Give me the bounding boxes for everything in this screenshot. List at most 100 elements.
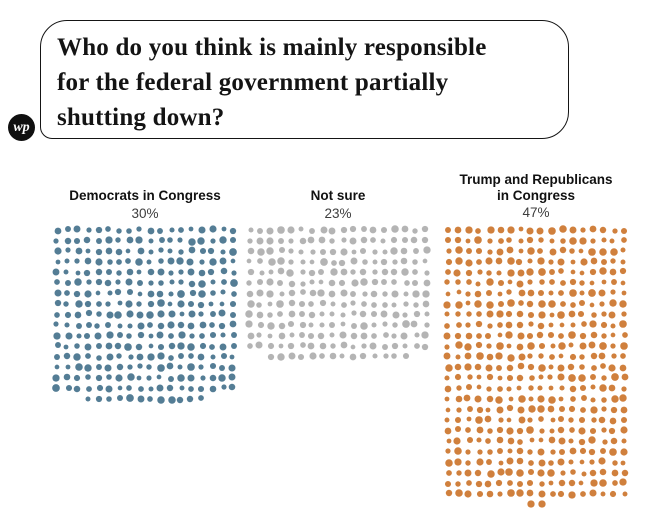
dot bbox=[422, 258, 428, 264]
dot bbox=[219, 236, 227, 245]
dot bbox=[496, 248, 504, 256]
dot bbox=[547, 374, 553, 380]
dot bbox=[320, 226, 328, 234]
dot bbox=[421, 331, 429, 339]
dot bbox=[210, 354, 216, 360]
dot bbox=[580, 227, 586, 233]
dot bbox=[579, 447, 586, 454]
dot bbox=[106, 353, 114, 361]
dot bbox=[466, 406, 473, 412]
dot bbox=[422, 300, 430, 307]
dot bbox=[256, 278, 263, 285]
dot bbox=[590, 352, 597, 360]
dot bbox=[485, 480, 492, 488]
dot bbox=[580, 321, 587, 327]
dot bbox=[95, 279, 103, 286]
dot bbox=[53, 321, 59, 327]
dot bbox=[328, 279, 336, 287]
dot bbox=[298, 310, 305, 317]
dot bbox=[599, 267, 607, 275]
dot bbox=[187, 362, 196, 371]
dot bbox=[117, 385, 122, 391]
dot bbox=[381, 301, 388, 308]
dot bbox=[466, 416, 472, 422]
dot bbox=[568, 310, 576, 318]
dot bbox=[538, 459, 546, 467]
dot bbox=[611, 353, 617, 359]
dot bbox=[137, 386, 144, 392]
dot bbox=[177, 364, 183, 370]
dot bbox=[361, 236, 368, 244]
dot bbox=[601, 396, 608, 403]
dot bbox=[147, 227, 155, 235]
dot bbox=[198, 290, 206, 298]
dot bbox=[445, 407, 451, 412]
dot bbox=[65, 247, 71, 253]
dot bbox=[209, 375, 217, 382]
dot bbox=[476, 385, 482, 390]
dot bbox=[477, 449, 483, 455]
dot bbox=[496, 468, 505, 476]
dot bbox=[464, 352, 472, 360]
dot bbox=[198, 279, 207, 288]
dot bbox=[360, 226, 367, 232]
dot bbox=[147, 322, 154, 329]
dot bbox=[349, 290, 356, 297]
dot bbox=[454, 417, 461, 424]
dot bbox=[391, 237, 398, 244]
dot bbox=[371, 301, 378, 308]
dot bbox=[590, 331, 598, 339]
dot bbox=[506, 489, 515, 498]
dot bbox=[570, 269, 576, 275]
dot bbox=[456, 290, 461, 295]
dot bbox=[84, 257, 92, 265]
dot bbox=[568, 342, 574, 348]
dot bbox=[351, 279, 359, 287]
dot bbox=[370, 290, 377, 298]
dot bbox=[476, 426, 484, 434]
dot bbox=[445, 236, 452, 243]
dot bbox=[601, 406, 608, 412]
dot bbox=[105, 321, 112, 328]
dot bbox=[608, 364, 616, 372]
dot bbox=[464, 363, 472, 372]
dot bbox=[95, 258, 104, 266]
dot bbox=[526, 500, 535, 508]
dot bbox=[580, 407, 587, 414]
dot bbox=[381, 291, 388, 297]
dot bbox=[465, 226, 473, 234]
dot bbox=[104, 236, 113, 244]
dot bbox=[526, 227, 534, 235]
dot bbox=[259, 270, 265, 276]
dot bbox=[620, 280, 626, 286]
dot bbox=[373, 259, 378, 265]
dot bbox=[361, 343, 367, 349]
dot bbox=[278, 238, 285, 245]
dot bbox=[349, 237, 357, 245]
dot bbox=[526, 426, 535, 435]
dot bbox=[506, 246, 513, 254]
dot bbox=[495, 479, 502, 487]
dot bbox=[158, 322, 165, 330]
dot bbox=[413, 310, 420, 318]
dot bbox=[548, 364, 554, 370]
dot bbox=[187, 300, 194, 307]
dot bbox=[96, 237, 103, 244]
dot bbox=[454, 341, 463, 349]
dot bbox=[146, 364, 152, 371]
dot bbox=[178, 249, 184, 255]
dot bbox=[557, 416, 564, 423]
dot bbox=[256, 301, 263, 308]
dot bbox=[578, 311, 585, 318]
dot bbox=[319, 322, 325, 328]
dot bbox=[279, 322, 286, 329]
dot bbox=[526, 448, 533, 455]
dot bbox=[125, 310, 134, 318]
dot bbox=[570, 259, 575, 265]
dot bbox=[126, 384, 132, 391]
dot bbox=[330, 301, 336, 307]
dot bbox=[570, 301, 576, 308]
dot bbox=[178, 322, 185, 329]
dot bbox=[497, 448, 504, 455]
dot bbox=[402, 343, 408, 349]
